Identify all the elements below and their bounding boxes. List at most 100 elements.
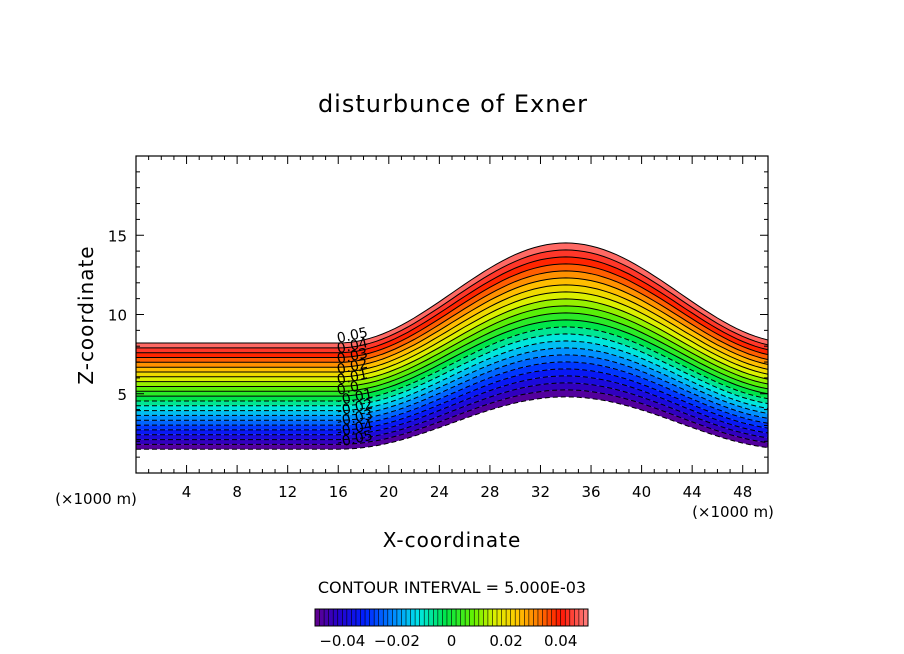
contour-line	[136, 284, 768, 373]
colorbar-cell	[437, 609, 443, 626]
contour-label: -0.02	[336, 397, 375, 420]
colorbar-tick-label: 0.02	[489, 632, 522, 650]
colorbar-cell	[374, 609, 379, 626]
contour-band	[136, 256, 768, 358]
contour-band	[136, 375, 768, 440]
colorbar-tick-label: 0.04	[544, 632, 577, 650]
colorbar-cell	[401, 609, 407, 626]
contour-band	[136, 361, 768, 430]
contour-label: 0.04	[336, 335, 370, 357]
contour-band	[136, 242, 768, 348]
colorbar-cell	[451, 609, 457, 626]
colorbar-cell	[324, 609, 329, 626]
contour-band	[136, 298, 768, 387]
x-tick-label: 48	[733, 483, 752, 501]
contour-label: -0.05	[336, 428, 375, 451]
colorbar-cell	[456, 609, 461, 626]
colorbar-cell	[365, 609, 370, 626]
colorbar-cell	[551, 609, 557, 626]
colorbar-cell	[510, 609, 516, 626]
colorbar-cell	[515, 609, 521, 626]
chart-title: disturbunce of Exner	[318, 90, 588, 118]
colorbar-cell	[355, 609, 361, 626]
colorbar-cell	[478, 609, 484, 626]
x-tick-label: 24	[430, 483, 449, 501]
contour-line	[136, 375, 768, 436]
colorbar-cell	[419, 609, 425, 626]
contour-label: 0.0	[336, 379, 361, 399]
contour-band	[136, 319, 768, 401]
contour-line	[136, 256, 768, 354]
colorbar-cell	[424, 609, 430, 626]
colorbar-cell	[528, 609, 534, 626]
x-axis-label: X-coordinate	[383, 528, 522, 552]
colorbar-cell	[383, 609, 389, 626]
x-tick-label: 36	[581, 483, 600, 501]
colorbar-cell	[328, 609, 334, 626]
contour-line	[136, 277, 768, 368]
colorbar-cell	[387, 609, 393, 626]
contour-line	[136, 368, 768, 431]
contour-line	[136, 396, 768, 450]
contour-label: 0.05	[336, 325, 370, 347]
colorbar-cell	[533, 609, 539, 626]
colorbar-tick-label: 0	[447, 632, 457, 650]
colorbar-cell	[574, 609, 580, 626]
contour-band	[136, 277, 768, 372]
contour-line	[136, 312, 768, 392]
colorbar-cell	[337, 609, 343, 626]
colorbar-cell	[396, 609, 402, 626]
colorbar-cell	[501, 609, 507, 626]
y-tick-label: 10	[108, 307, 127, 325]
colorbar-cell	[433, 609, 439, 626]
contour-band	[136, 249, 768, 353]
contour-line	[136, 326, 768, 402]
contour-labels: 0.050.040.030.020.010.0-0.01-0.02-0.03-0…	[336, 325, 375, 451]
contour-line	[136, 305, 768, 387]
contour-line	[136, 354, 768, 421]
x-tick-label: 8	[232, 483, 242, 501]
colorbar-cell	[465, 609, 470, 626]
colorbar-cell	[487, 609, 493, 626]
colorbar-cell	[319, 609, 325, 626]
contour-band	[136, 340, 768, 416]
y-tick-label: 5	[117, 386, 127, 404]
colorbar-cell	[537, 609, 543, 626]
contour-band	[136, 333, 768, 411]
colorbar-cell	[378, 609, 384, 626]
contour-band	[136, 347, 768, 421]
contour-band	[136, 389, 768, 450]
contour-label: 0.03	[336, 346, 370, 368]
x-tick-label: 4	[182, 483, 192, 501]
colorbar-cell	[547, 609, 552, 626]
contour-band	[136, 312, 768, 397]
contour-line	[136, 319, 768, 397]
y-axis-label: Z-coordinate	[74, 245, 98, 384]
x-tick-label: 16	[329, 483, 348, 501]
contour-line	[136, 361, 768, 426]
colorbar-cell	[469, 609, 475, 626]
contour-line	[136, 263, 768, 358]
axis-ticks	[136, 156, 768, 473]
contour-band	[136, 291, 768, 382]
x-tick-label: 12	[278, 483, 297, 501]
contour-line	[136, 333, 768, 407]
colorbar-cell	[560, 609, 566, 626]
contour-line	[136, 270, 768, 363]
colorbar-cell	[333, 609, 339, 626]
colorbar-cell	[497, 609, 502, 626]
x-tick-label: 28	[480, 483, 499, 501]
contour-label: -0.01	[336, 386, 375, 409]
colorbar-cell	[483, 609, 489, 626]
colorbar-frame	[314, 608, 589, 627]
contour-band	[136, 368, 768, 435]
contour-band	[136, 354, 768, 426]
contour-band	[136, 270, 768, 368]
x-tick-labels: 4 8 12 16 20 24 28 32 36 40 44 48	[182, 483, 752, 501]
colorbar-cell	[360, 609, 366, 626]
x-tick-label: 44	[683, 483, 702, 501]
contour-band	[136, 382, 768, 445]
colorbar-cell	[406, 609, 411, 626]
colorbar-cell	[519, 609, 525, 626]
